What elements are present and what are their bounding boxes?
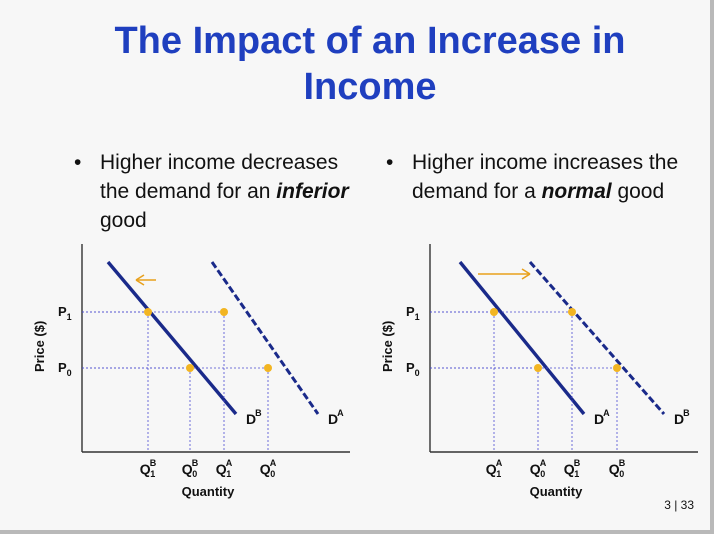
x-tick-label: QA 1 [216,458,233,479]
equilibrium-point [568,308,576,316]
demand-curve-b [106,260,238,416]
demand-curve-b [528,261,666,415]
equilibrium-point [220,308,228,316]
x-tick-label: QA 0 [530,458,547,479]
equilibrium-point [613,364,621,372]
x-tick-label: QA 1 [486,458,503,479]
x-tick-label: QB 1 [140,458,157,479]
equilibrium-point [186,364,194,372]
equilibrium-point [534,364,542,372]
demand-curve-label: DA [594,408,610,427]
shift-arrow-head [135,274,145,286]
demand-curve-label: DA [328,408,344,427]
equilibrium-point [144,308,152,316]
chart-normal: Price ($) Quantity [380,244,698,499]
title-line-2: Income [303,66,437,108]
y-tick-label: P1 [406,304,420,322]
bullet-text-end: good [100,209,147,232]
chart-inferior: Price ($) Quantity [32,244,350,499]
x-axis-label: Quantity [530,484,583,499]
y-tick-label: P0 [406,360,420,378]
equilibrium-point [490,308,498,316]
x-tick-label: QA 0 [260,458,277,479]
x-tick-label: QB 1 [564,458,581,479]
demand-curve-a [210,261,320,415]
bullet-normal: • Higher income increases the demand for… [386,148,682,206]
y-axis-label: Price ($) [380,321,395,372]
page-number: 3 | 33 [664,498,694,512]
bullet-marker: • [74,151,82,174]
y-tick-label: P1 [58,304,72,322]
x-axis-label: Quantity [182,484,235,499]
equilibrium-point [264,364,272,372]
y-tick-label: P0 [58,360,72,378]
shift-arrow-head [521,268,531,280]
bullet-emphasis: inferior [276,180,349,203]
bullet-emphasis: normal [541,180,612,203]
bullet-inferior: • Higher income decreases the demand for… [74,148,370,235]
bullet-text: Higher income increases the demand for a [412,151,679,203]
slide-title: The Impact of an Increase in Income [60,18,680,110]
title-line-1: The Impact of an Increase in [114,20,626,62]
demand-curve-label: DB [674,408,690,427]
y-axis-label: Price ($) [32,321,47,372]
bullet-text-end: good [611,180,665,203]
bullet-text: Higher income decreases the demand for a… [100,151,339,203]
bullet-marker: • [386,151,394,174]
x-tick-label: QB 0 [182,458,199,479]
demand-curve-a [458,260,586,416]
x-tick-label: QB 0 [609,458,626,479]
demand-curve-label: DB [246,408,262,427]
